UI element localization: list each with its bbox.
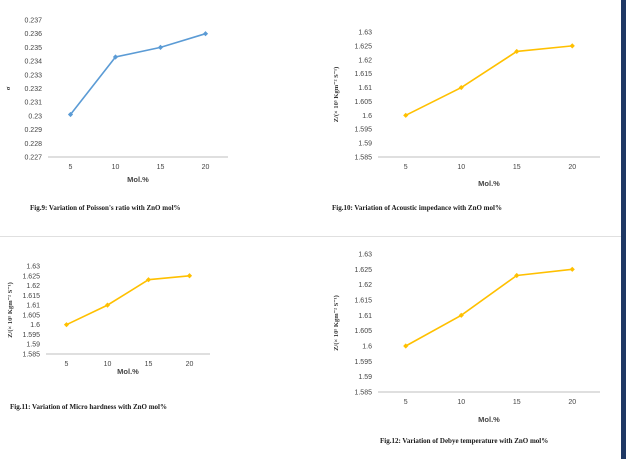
y-tick-label: 1.59 [26,342,40,349]
y-tick-label: 1.605 [354,328,372,335]
y-tick-label: 1.595 [22,332,40,339]
chart-panel-fig12: 1.63 1.625 1.62 1.615 1.61 1.605 1.6 1.595 1.59 1… [320,236,620,459]
y-tick-label: 0.227 [24,155,42,162]
x-tick-label: 20 [186,361,194,368]
chart-panel-fig10: 1.63 1.625 1.62 1.615 1.61 1.605 1.6 1.595 1.59 1… [320,0,620,236]
series-line [405,268,573,347]
chart-fig11: 1.63 1.625 1.62 1.615 1.61 1.605 1.6 1.595 1.59 1… [7,264,210,376]
y-tick-label: 1.605 [22,312,40,319]
y-tick-label: 1.625 [354,43,372,50]
data-point [104,302,111,308]
y-tick-label: 1.595 [354,359,372,366]
x-tick-label: 5 [69,164,73,171]
x-tick-label: 15 [157,164,165,171]
data-point [569,266,575,272]
x-tick-label: 10 [104,361,112,368]
y-tick-label: 1.59 [358,141,372,148]
x-axis-label: Mol.% [478,415,500,424]
y-tick-label: 1.6 [362,344,372,351]
y-tick-label: 1.6 [30,322,40,329]
series-line [69,32,206,116]
y-tick-label: 1.585 [22,352,40,359]
section-divider [0,236,621,237]
data-point [458,312,464,318]
series-line [405,45,573,117]
chart-fig9: 0.237 0.236 0.235 0.234 0.233 0.232 0.231 0.23 0… [5,18,228,184]
x-axis-label: Mol.% [117,367,139,376]
y-tick-label: 1.62 [26,283,40,290]
y-tick-label: 1.625 [354,267,372,274]
y-tick-label: 0.232 [24,86,42,93]
y-tick-label: 0.237 [24,18,42,25]
y-tick-label: 0.235 [24,45,42,52]
y-axis-label: Z/(× 10⁵ Kgm⁻² S⁻¹) [7,282,14,338]
x-tick-label: 20 [568,164,576,171]
chart-fig12: 1.63 1.625 1.62 1.615 1.61 1.605 1.6 1.595 1.59 1… [333,252,600,424]
y-tick-label: 1.585 [354,390,372,397]
chart-fig10: 1.63 1.625 1.62 1.615 1.61 1.605 1.6 1.595 1.59 1… [333,30,600,188]
data-point [112,54,119,60]
data-point [403,112,409,118]
y-tick-label: 1.62 [358,282,372,289]
x-tick-label: 5 [404,164,408,171]
y-tick-label: 0.236 [24,31,42,38]
data-point [63,322,70,328]
x-tick-label: 15 [513,399,521,406]
caption-fig11: Fig.11: Variation of Micro hardness with… [10,403,167,411]
x-axis-label: Mol.% [478,179,500,188]
y-tick-label: 1.61 [358,85,372,92]
data-point [403,343,409,349]
y-tick-label: 1.63 [358,30,372,37]
caption-fig12: Fig.12: Variation of Debye temperature w… [380,437,549,445]
data-point [514,48,520,55]
data-point [569,43,575,49]
caption-fig9: Fig.9: Variation of Poisson's ratio with… [30,204,181,212]
y-tick-label: 0.228 [24,141,42,148]
y-tick-label: 0.231 [24,100,42,107]
data-point [514,272,520,279]
y-tick-label: 1.59 [358,374,372,381]
y-tick-label: 1.625 [22,273,40,280]
y-tick-label: 1.615 [354,71,372,78]
y-tick-label: 1.595 [354,127,372,134]
x-tick-label: 10 [457,164,465,171]
series-line [66,274,190,326]
x-tick-label: 5 [65,361,69,368]
y-tick-label: 0.229 [24,127,42,134]
x-axis-label: Mol.% [127,175,149,184]
x-tick-label: 20 [568,399,576,406]
y-tick-label: 0.234 [24,59,42,66]
y-tick-label: 0.233 [24,72,42,79]
x-tick-label: 10 [112,164,120,171]
y-tick-label: 1.63 [358,252,372,259]
x-tick-label: 15 [513,164,521,171]
caption-fig10: Fig.10: Variation of Acoustic impedance … [332,204,502,212]
y-tick-label: 1.61 [358,313,372,320]
y-axis-label: Z/(× 10⁵ Kgm⁻² S⁻¹) [333,295,340,351]
y-tick-label: 1.61 [26,303,40,310]
x-tick-label: 20 [202,164,210,171]
data-point [458,84,464,91]
data-point [186,273,193,279]
y-tick-label: 1.62 [358,57,372,64]
y-tick-label: 1.615 [22,293,40,300]
x-tick-label: 10 [457,399,465,406]
x-tick-label: 15 [145,361,153,368]
chart-panel-fig11: 1.63 1.625 1.62 1.615 1.61 1.605 1.6 1.595 1.59 1… [0,250,310,459]
data-point [202,31,209,37]
y-tick-label: 1.615 [354,298,372,305]
y-tick-label: 0.23 [28,113,42,120]
y-tick-label: 1.605 [354,99,372,106]
y-tick-label: 1.63 [26,264,40,271]
y-axis-label: Z/(× 10⁵ Kgm⁻² S⁻¹) [333,67,340,123]
data-point [157,44,164,50]
chart-panel-fig9: 0.237 0.236 0.235 0.234 0.233 0.232 0.231 0.23 0… [0,0,300,236]
y-tick-label: 1.585 [354,155,372,162]
data-point [67,111,74,118]
y-tick-label: 1.6 [362,113,372,120]
x-tick-label: 5 [404,399,408,406]
y-axis-label: σ [5,86,12,90]
